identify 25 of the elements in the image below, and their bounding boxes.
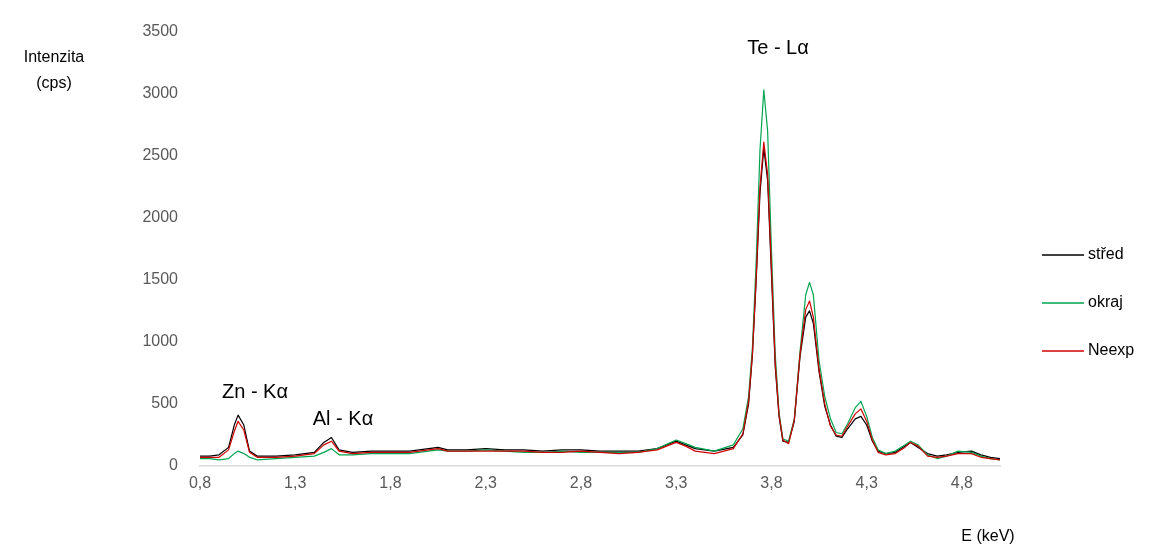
legend-label: střed <box>1088 245 1124 263</box>
y-tick-label: 1500 <box>142 270 179 288</box>
x-tick-label: 4,3 <box>855 474 878 492</box>
x-tick-label: 4,8 <box>950 474 974 492</box>
x-tick-label: 3,3 <box>665 474 688 492</box>
x-tick-label: 1,8 <box>379 474 402 492</box>
y-tick-label: 1000 <box>142 332 179 350</box>
y-tick-label: 3500 <box>142 22 179 40</box>
annotation: Zn - Kα <box>221 379 289 402</box>
y-tick-label: 3000 <box>142 84 179 102</box>
x-tick-label: 0,8 <box>188 474 212 492</box>
y-tick-label: 2000 <box>142 208 179 226</box>
y-tick-label: 0 <box>169 456 179 474</box>
x-tick-label: 3,8 <box>760 474 783 492</box>
annotation: Te - Lα <box>747 35 809 58</box>
legend-label: Neexp <box>1088 341 1135 359</box>
annotation: Al - Kα <box>312 406 374 429</box>
x-axis-title: E (keV) <box>961 527 1015 545</box>
y-tick-label: 500 <box>151 394 179 412</box>
x-tick-label: 1,3 <box>284 474 307 492</box>
x-tick-label: 2,3 <box>474 474 497 492</box>
y-tick-label: 2500 <box>142 146 179 164</box>
legend-label: okraj <box>1088 293 1123 311</box>
x-tick-label: 2,8 <box>569 474 593 492</box>
y-axis-title: Intenzita (cps) <box>23 48 85 92</box>
